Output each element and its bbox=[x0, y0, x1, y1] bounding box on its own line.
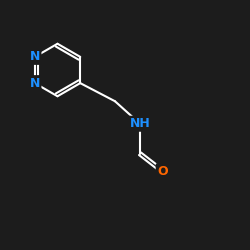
Text: O: O bbox=[157, 165, 168, 178]
Text: N: N bbox=[30, 50, 40, 63]
Text: N: N bbox=[30, 76, 40, 90]
Text: NH: NH bbox=[130, 117, 150, 130]
